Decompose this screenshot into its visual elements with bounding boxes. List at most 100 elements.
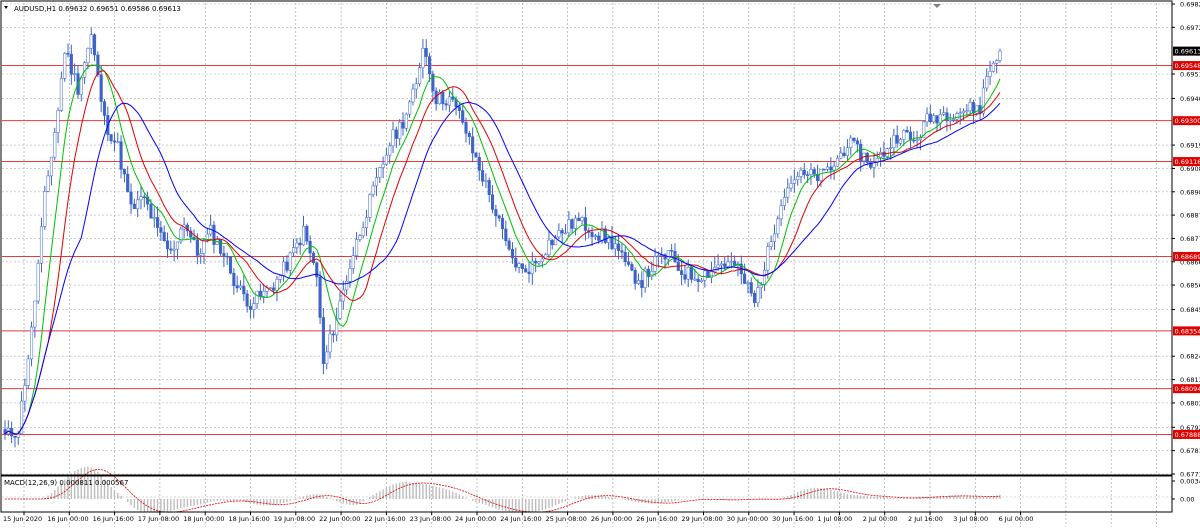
time-label: 16 Jun 00:00 [47,515,88,523]
candle-body [458,107,461,111]
candle-body [332,334,335,335]
candle-body [521,264,524,269]
candle-body [866,153,869,162]
candle-body [252,304,255,310]
candle-body [388,146,391,155]
candle-body [259,291,262,296]
macd-tick-label: 0.00 [1180,496,1194,504]
price-tick-label: 0.69190 [1180,142,1200,150]
candle-body [475,153,478,157]
candle-body [551,240,554,245]
candle-body [398,122,401,138]
candle-body [272,288,275,290]
candle-body [47,176,50,191]
candle-body [448,97,451,105]
candle-body [322,317,325,363]
candle-body [757,288,760,303]
candle-body [833,166,836,170]
candle-body [999,51,1002,60]
candle-body [445,104,448,105]
candle-body [286,262,289,270]
candle-body [916,140,919,141]
candle-body [478,157,481,170]
candle-body [402,122,405,128]
price-tick-label: 0.68030 [1180,399,1200,407]
candle-body [349,268,352,281]
candle-body [700,280,703,282]
candle-body [597,236,600,241]
candle-body [903,130,906,139]
candle-body [57,110,60,132]
candle-body [465,122,468,133]
candle-body [276,279,279,290]
candle-body [684,275,687,280]
price-tick-label: 0.68980 [1180,188,1200,196]
candle-body [783,197,786,205]
candle-body [680,271,683,275]
candle-body [415,84,418,89]
candle-body [889,148,892,149]
candle-body [369,195,372,218]
candle-body [617,244,620,251]
candle-body [717,265,720,267]
candle-body [153,217,156,218]
chart-header: AUDUSD,H1 0.69632 0.69651 0.69586 0.6961… [14,5,181,13]
price-tick-label: 0.68560 [1180,282,1200,290]
candle-body [299,243,302,245]
candle-body [243,286,246,294]
candle-body [690,267,693,279]
candle-body [753,293,756,302]
candle-body [621,251,624,252]
candle-body [498,216,501,218]
price-tick-label: 0.68240 [1180,353,1200,361]
time-label: 2 Jul 00:00 [863,515,898,523]
candle-body [339,301,342,318]
candle-body [226,256,229,257]
candle-body [899,139,902,143]
candle-body [932,116,935,122]
candle-body [60,78,63,110]
price-tick-label: 0.69720 [1180,24,1200,32]
candle-body [176,242,179,249]
level-label: 0.68354 [1175,327,1200,335]
candle-body [412,89,415,102]
candle-body [14,436,17,437]
candle-body [256,291,259,304]
candle-body [501,218,504,229]
candle-body [53,133,56,158]
candle-body [896,135,899,143]
candle-body [786,188,789,197]
candle-body [50,157,53,176]
candle-body [143,197,146,198]
level-label: 0.69116 [1175,158,1200,166]
candle-body [634,270,637,283]
candle-body [767,247,770,270]
candle-body [584,218,587,231]
candle-body [425,48,428,56]
candle-body [312,253,315,263]
candle-body [946,113,949,121]
time-label: 18 Jun 16:00 [229,515,270,523]
candle-body [813,169,816,174]
candle-body [136,200,139,209]
candle-body [849,138,852,148]
candle-body [395,130,398,139]
candle-body [508,241,511,249]
time-label: 30 Jun 00:00 [727,515,768,523]
candle-body [279,276,282,280]
time-label: 2 Jul 16:00 [908,515,943,523]
candle-body [962,111,965,113]
candle-body [730,261,733,262]
candle-body [442,92,445,103]
candle-body [116,142,119,143]
candle-body [558,230,561,237]
candle-body [100,75,103,102]
candle-body [776,219,779,234]
candle-body [120,142,123,170]
candle-body [150,204,153,218]
candle-body [329,334,332,352]
candle-body [820,169,823,181]
candle-body [534,261,537,263]
